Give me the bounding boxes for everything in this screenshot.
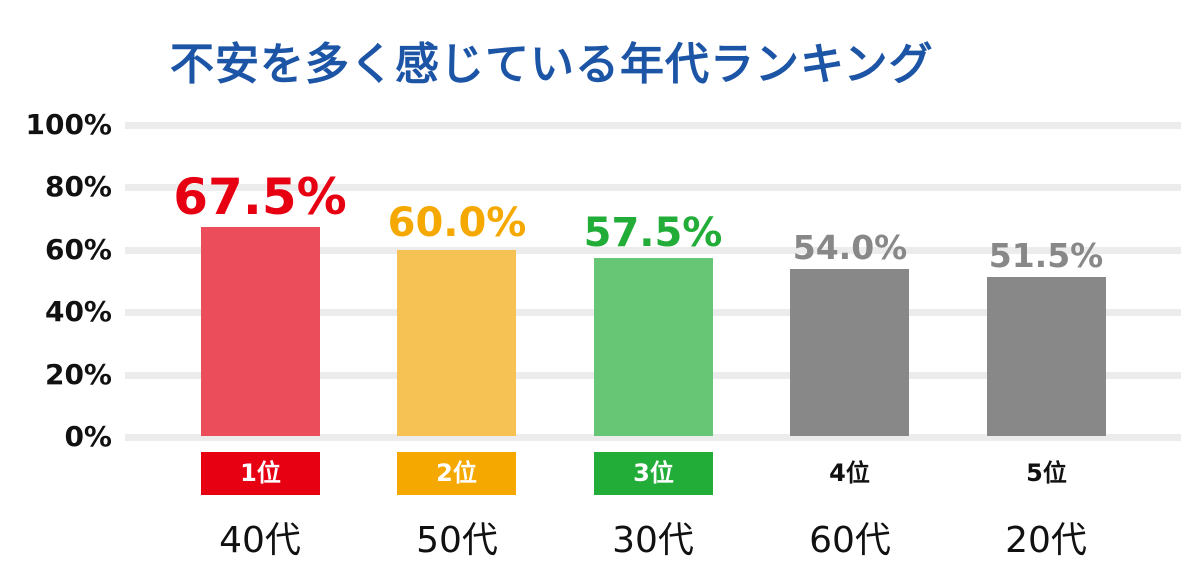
gridline-0 — [125, 434, 1181, 441]
gridline-60 — [125, 247, 1181, 254]
y-tick-0: 0% — [64, 420, 112, 453]
rank-badge-2: 2位 — [397, 452, 516, 495]
bar-50s — [397, 250, 516, 436]
value-label-50s: 60.0% — [387, 200, 527, 246]
rank-badge-3: 3位 — [594, 452, 713, 495]
category-label-40s: 40代 — [219, 520, 301, 561]
category-label-20s: 20代 — [1005, 520, 1087, 561]
y-tick-20: 20% — [44, 358, 112, 391]
category-label-50s: 50代 — [416, 520, 498, 561]
y-tick-40: 40% — [44, 295, 112, 328]
value-label-60s: 54.0% — [792, 228, 908, 267]
y-tick-100: 100% — [25, 108, 112, 141]
gridline-80 — [125, 184, 1181, 191]
bar-30s — [594, 258, 713, 436]
bar-60s — [790, 269, 909, 436]
bar-40s — [201, 227, 320, 436]
y-tick-60: 60% — [44, 233, 112, 266]
bar-20s — [987, 277, 1106, 436]
rank-label-5: 5位 — [1026, 459, 1067, 487]
value-label-40s: 67.5% — [173, 168, 347, 226]
category-label-30s: 30代 — [612, 520, 694, 561]
value-label-30s: 57.5% — [583, 210, 723, 256]
category-label-60s: 60代 — [809, 520, 891, 561]
rank-badge-1: 1位 — [201, 452, 320, 495]
value-label-20s: 51.5% — [988, 236, 1104, 275]
gridline-100 — [125, 122, 1181, 129]
y-tick-80: 80% — [44, 170, 112, 203]
chart-title: 不安を多く感じている年代ランキング — [170, 39, 934, 90]
rank-label-4: 4位 — [829, 459, 870, 487]
